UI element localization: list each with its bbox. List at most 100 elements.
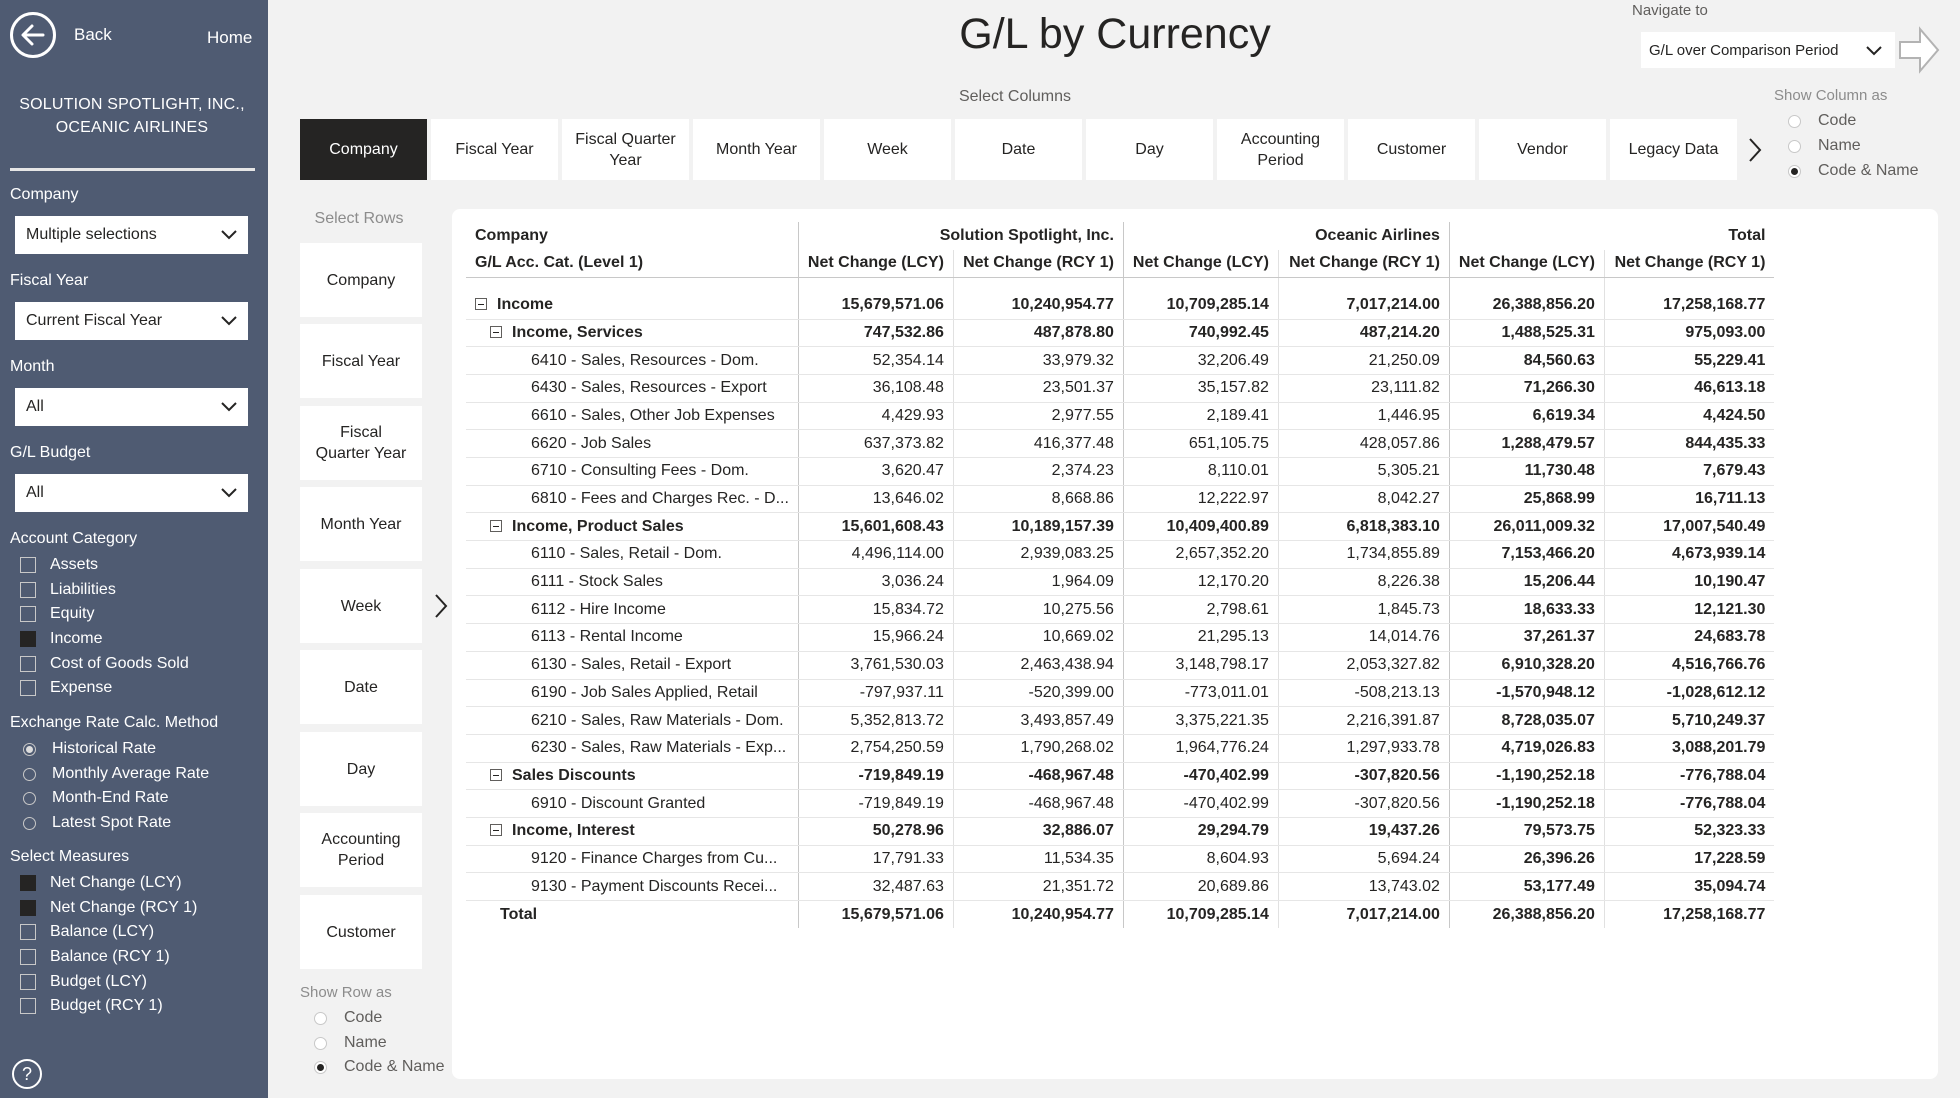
column-tab-day[interactable]: Day	[1086, 119, 1213, 180]
measure-header[interactable]: Net Change (RCY 1)	[953, 249, 1124, 278]
radio[interactable]	[23, 791, 36, 805]
account-category-option[interactable]: Cost of Goods Sold	[20, 655, 189, 673]
table-row[interactable]: 9120 - Finance Charges from Cu... 17,791.…	[466, 845, 1775, 874]
table-row[interactable]: 6810 - Fees and Charges Rec. - D... 13,64…	[466, 485, 1775, 514]
row-tile-fiscal-year[interactable]: Fiscal Year	[300, 324, 422, 398]
radio[interactable]	[314, 1036, 327, 1050]
radio[interactable]	[314, 1011, 327, 1025]
radio[interactable]	[23, 767, 36, 781]
measure-option[interactable]: Net Change (LCY)	[20, 874, 182, 892]
table-row[interactable]: 6210 - Sales, Raw Materials - Dom. 5,352,…	[466, 706, 1775, 735]
column-tab-accounting-period[interactable]: Accounting Period	[1217, 119, 1344, 180]
company-dropdown[interactable]: Multiple selections	[15, 216, 248, 254]
radio-selected[interactable]	[314, 1060, 327, 1074]
checkbox[interactable]	[20, 949, 36, 965]
table-row[interactable]: 6430 - Sales, Resources - Export 36,108.4…	[466, 374, 1775, 403]
measure-option[interactable]: Net Change (RCY 1)	[20, 899, 197, 917]
checkbox[interactable]	[20, 998, 36, 1014]
table-row[interactable]: 6111 - Stock Sales 3,036.24 1,964.09 12,170…	[466, 568, 1775, 597]
row-tile-fiscal-quarter-year[interactable]: Fiscal Quarter Year	[300, 406, 422, 480]
exchange-rate-option[interactable]: Latest Spot Rate	[20, 814, 171, 832]
show-column-option[interactable]: Code & Name	[1788, 162, 1919, 180]
fiscal-year-dropdown[interactable]: Current Fiscal Year	[15, 302, 248, 340]
exchange-rate-option[interactable]: Month-End Rate	[20, 789, 169, 807]
radio-selected[interactable]	[1788, 164, 1801, 178]
table-row[interactable]: 6410 - Sales, Resources - Dom. 52,354.14 3…	[466, 346, 1775, 375]
measure-header[interactable]: Net Change (RCY 1)	[1278, 249, 1450, 278]
gl-budget-dropdown[interactable]: All	[15, 474, 248, 512]
table-row[interactable]: Income, Interest 50,278.96 32,886.07 29,294…	[466, 817, 1775, 846]
table-row[interactable]: 6112 - Hire Income 15,834.72 10,275.56 2,79…	[466, 595, 1775, 625]
column-tab-month-year[interactable]: Month Year	[693, 119, 820, 180]
radio[interactable]	[1788, 114, 1801, 128]
account-category-option[interactable]: Expense	[20, 679, 112, 697]
help-icon[interactable]: ?	[12, 1059, 42, 1089]
row-tile-week[interactable]: Week	[300, 569, 422, 643]
column-tab-date[interactable]: Date	[955, 119, 1082, 180]
row-tile-customer[interactable]: Customer	[300, 895, 422, 969]
checkbox-checked[interactable]	[20, 875, 36, 891]
table-row[interactable]: Income, Product Sales 15,601,608.43 10,189…	[466, 512, 1775, 542]
measure-header[interactable]: Net Change (RCY 1)	[1604, 249, 1775, 278]
table-row[interactable]: 6620 - Job Sales 637,373.82 416,377.48 651,…	[466, 429, 1775, 458]
total-row[interactable]: Total 15,679,571.06 10,240,954.77 10,709,28…	[466, 900, 1774, 929]
home-button[interactable]: Home	[207, 28, 253, 47]
table-row[interactable]: Income, Services 747,532.86 487,878.80 740,…	[466, 319, 1775, 348]
table-row[interactable]: 6130 - Sales, Retail - Export 3,761,530.0…	[466, 651, 1775, 680]
table-row[interactable]: 6110 - Sales, Retail - Dom. 4,496,114.00 2…	[466, 540, 1775, 569]
account-category-option[interactable]: Assets	[20, 556, 98, 574]
checkbox[interactable]	[20, 606, 36, 622]
column-tab-week[interactable]: Week	[824, 119, 951, 180]
account-category-option[interactable]: Income	[20, 630, 102, 648]
collapse-icon[interactable]	[490, 519, 502, 532]
measure-option[interactable]: Budget (RCY 1)	[20, 997, 163, 1015]
group-header[interactable]: Solution Spotlight, Inc.	[798, 222, 1124, 250]
show-column-option[interactable]: Name	[1788, 137, 1861, 155]
column-tab-legacy-data[interactable]: Legacy Data	[1610, 119, 1737, 180]
measure-header[interactable]: Net Change (LCY)	[1123, 249, 1279, 278]
checkbox[interactable]	[20, 557, 36, 573]
chevron-right-icon[interactable]	[432, 592, 450, 620]
measure-header[interactable]: Net Change (LCY)	[798, 249, 954, 278]
show-row-option[interactable]: Code & Name	[314, 1058, 445, 1076]
table-row[interactable]: 6190 - Job Sales Applied, Retail -797,937…	[466, 679, 1775, 708]
column-tab-vendor[interactable]: Vendor	[1479, 119, 1606, 180]
checkbox-checked[interactable]	[20, 631, 36, 647]
radio-selected[interactable]	[23, 742, 36, 756]
show-row-option[interactable]: Name	[314, 1034, 387, 1052]
table-row[interactable]: Sales Discounts -719,849.19 -468,967.48 -47…	[466, 762, 1775, 791]
checkbox[interactable]	[20, 656, 36, 672]
group-header[interactable]: Oceanic Airlines	[1123, 222, 1450, 250]
table-row[interactable]: 6910 - Discount Granted -719,849.19 -468,9…	[466, 789, 1775, 818]
table-row[interactable]: 6113 - Rental Income 15,966.24 10,669.02 21…	[466, 623, 1775, 652]
collapse-icon[interactable]	[490, 824, 502, 837]
radio[interactable]	[23, 816, 36, 830]
row-dimension-header[interactable]: G/L Acc. Cat. (Level 1)	[466, 249, 799, 278]
radio[interactable]	[1788, 139, 1801, 153]
row-tile-month-year[interactable]: Month Year	[300, 487, 422, 561]
account-category-option[interactable]: Liabilities	[20, 581, 116, 599]
row-tile-day[interactable]: Day	[300, 732, 422, 806]
row-tile-date[interactable]: Date	[300, 650, 422, 724]
measure-option[interactable]: Budget (LCY)	[20, 973, 147, 991]
exchange-rate-option[interactable]: Historical Rate	[20, 740, 156, 758]
checkbox-checked[interactable]	[20, 900, 36, 916]
measure-option[interactable]: Balance (RCY 1)	[20, 948, 170, 966]
checkbox[interactable]	[20, 924, 36, 940]
exchange-rate-option[interactable]: Monthly Average Rate	[20, 765, 209, 783]
collapse-icon[interactable]	[490, 325, 502, 338]
table-row[interactable]: 9130 - Payment Discounts Recei... 32,487.…	[466, 872, 1775, 901]
account-category-option[interactable]: Equity	[20, 605, 94, 623]
chevron-right-icon[interactable]	[1746, 136, 1764, 164]
measure-header[interactable]: Net Change (LCY)	[1449, 249, 1605, 278]
column-dimension-header[interactable]: Company	[466, 222, 799, 250]
back-button[interactable]: Back	[10, 12, 112, 58]
collapse-icon[interactable]	[490, 768, 502, 781]
group-header[interactable]: Total	[1728, 226, 1766, 244]
measure-option[interactable]: Balance (LCY)	[20, 923, 154, 941]
navigate-dropdown[interactable]: G/L over Comparison Period	[1641, 32, 1895, 68]
show-column-option[interactable]: Code	[1788, 112, 1856, 130]
navigate-arrow-icon[interactable]	[1898, 26, 1940, 74]
table-row[interactable]: Income 15,679,571.06 10,240,954.77 10,709,2…	[466, 291, 1775, 320]
table-row[interactable]: 6710 - Consulting Fees - Dom. 3,620.47 2,3…	[466, 457, 1775, 486]
